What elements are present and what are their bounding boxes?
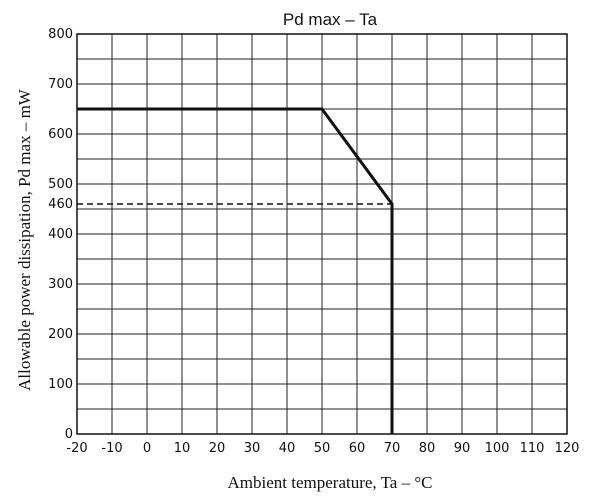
x-tick-label: 30 bbox=[244, 441, 261, 456]
x-tick-label: 50 bbox=[314, 441, 331, 456]
x-tick-label: -20 bbox=[66, 441, 87, 456]
chart-title: Pd max – Ta bbox=[283, 10, 378, 29]
x-tick-label: 40 bbox=[279, 441, 296, 456]
x-tick-label: 20 bbox=[209, 441, 226, 456]
y-tick-label: 200 bbox=[48, 327, 73, 342]
y-tick-label: 600 bbox=[48, 127, 73, 142]
y-tick-label: 700 bbox=[48, 77, 73, 92]
x-tick-label: 110 bbox=[520, 441, 545, 456]
y-tick-label: 0 bbox=[65, 427, 73, 442]
x-tick-label: 0 bbox=[143, 441, 151, 456]
x-tick-label: 60 bbox=[349, 441, 366, 456]
x-tick-label: 100 bbox=[485, 441, 510, 456]
grid bbox=[76, 33, 568, 435]
y-axis-label: Allowable power dissipation, Pd max – mW bbox=[15, 88, 34, 391]
series-layer bbox=[77, 107, 394, 434]
tick-labels: -20 -10 0 10 20 30 40 50 60 70 80 90 100 110 120 0 100 20… bbox=[48, 27, 579, 456]
x-tick-label: 120 bbox=[555, 441, 580, 456]
plot-frame bbox=[76, 33, 568, 435]
derating-curve bbox=[77, 107, 394, 434]
x-tick-label: 90 bbox=[454, 441, 471, 456]
x-axis-label: Ambient temperature, Ta – °C bbox=[228, 473, 433, 492]
y-tick-label: 800 bbox=[48, 27, 73, 42]
x-tick-label: -10 bbox=[101, 441, 122, 456]
x-tick-label: 10 bbox=[174, 441, 191, 456]
y-tick-label: 460 bbox=[48, 197, 73, 212]
x-tick-label: 70 bbox=[384, 441, 401, 456]
y-tick-label: 400 bbox=[48, 227, 73, 242]
y-tick-label: 300 bbox=[48, 277, 73, 292]
y-tick-label: 500 bbox=[48, 177, 73, 192]
x-tick-label: 80 bbox=[419, 441, 436, 456]
y-tick-label: 100 bbox=[48, 377, 73, 392]
